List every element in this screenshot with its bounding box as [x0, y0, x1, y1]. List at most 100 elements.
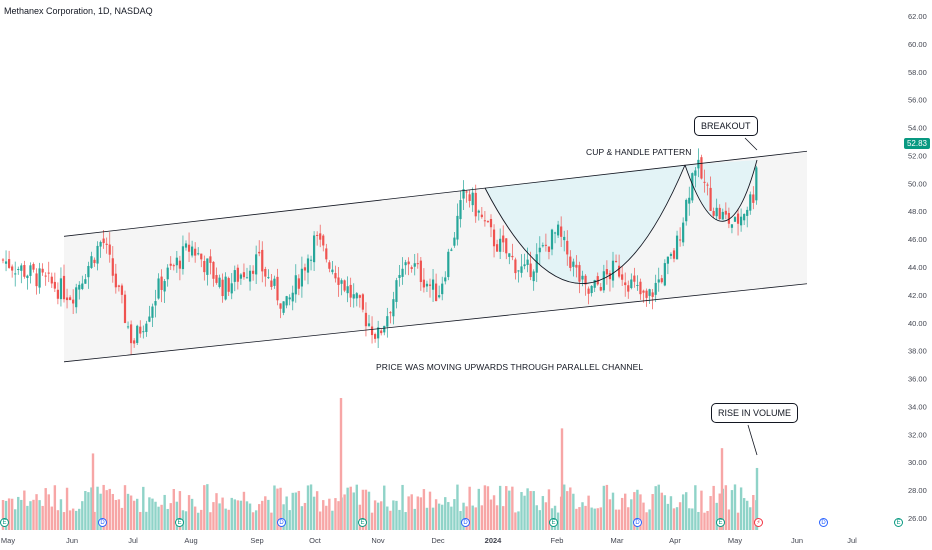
volume-bar: [148, 497, 151, 530]
volume-bar: [681, 494, 685, 530]
volume-bar: [190, 498, 194, 530]
volume-bar: [639, 494, 642, 530]
candle-body: [639, 281, 642, 295]
candle-body: [633, 275, 636, 282]
volume-bar: [572, 493, 575, 530]
volume-bar: [746, 500, 749, 530]
earnings-event-icon[interactable]: E: [716, 518, 725, 527]
candle-body: [410, 267, 413, 269]
volume-bar: [498, 485, 502, 530]
volume-bar: [706, 510, 709, 530]
candle-body: [108, 244, 111, 255]
candle-body: [230, 283, 233, 294]
volume-bar: [297, 490, 301, 530]
volume-bar: [489, 499, 493, 530]
candle-body: [413, 263, 416, 267]
candle-body: [303, 267, 307, 271]
earnings-event-icon[interactable]: E: [358, 518, 367, 527]
volume-bar: [17, 496, 20, 530]
volume-bar: [599, 507, 602, 530]
y-tick-label: 42.00: [908, 291, 927, 300]
candle-body: [383, 325, 386, 333]
volume-bar: [511, 486, 514, 530]
volume-bar: [736, 512, 740, 530]
candle-body: [572, 261, 575, 267]
channel-upper-line: [63, 150, 808, 237]
candle-body: [367, 323, 371, 326]
volume-bar: [96, 486, 99, 530]
volume-bar: [517, 511, 520, 530]
volume-bar: [230, 497, 233, 530]
volume-bar: [90, 487, 93, 530]
candle-body: [32, 264, 35, 270]
candle-body: [105, 243, 108, 245]
volume-bar: [233, 499, 236, 530]
volume-bar: [386, 506, 389, 530]
volume-bar: [367, 491, 371, 530]
volume-bar: [733, 484, 737, 530]
earnings-event-icon[interactable]: E: [175, 518, 184, 527]
volume-bar: [651, 494, 654, 530]
candle-body: [374, 334, 377, 339]
candle-body: [624, 282, 627, 286]
dividend-event-icon[interactable]: D: [277, 518, 286, 527]
candle-body: [187, 244, 191, 252]
volume-bar: [44, 488, 47, 530]
x-tick-label: May: [1, 536, 15, 545]
dividend-event-icon[interactable]: D: [633, 518, 642, 527]
volume-peak-bar: [560, 428, 564, 530]
volume-bar: [294, 492, 297, 530]
volume-bar: [431, 507, 435, 530]
volume-peak-bar: [720, 448, 724, 530]
volume-bar: [441, 504, 444, 530]
volume-bar: [376, 502, 380, 530]
volume-bar: [660, 492, 663, 530]
candle-body: [261, 249, 264, 272]
earnings-event-icon[interactable]: E: [894, 518, 903, 527]
volume-bar: [29, 501, 32, 530]
volume-bar: [401, 484, 404, 530]
earnings-event-icon[interactable]: E: [0, 518, 9, 527]
candle-body: [90, 256, 93, 268]
dividend-event-icon[interactable]: D: [819, 518, 828, 527]
candle-body: [547, 246, 551, 252]
volume-peak-bar: [755, 467, 759, 530]
candle-body: [184, 243, 188, 248]
x-tick-label: Aug: [184, 536, 197, 545]
dividend-event-icon[interactable]: D: [461, 518, 470, 527]
earnings-event-icon[interactable]: E: [549, 518, 558, 527]
volume-bar: [264, 496, 267, 530]
candle-body: [258, 251, 261, 254]
candle-body: [541, 245, 544, 247]
candle-body: [142, 331, 145, 333]
candle-body: [38, 268, 41, 288]
volume-bar: [215, 493, 218, 530]
dividend-event-icon[interactable]: D: [98, 518, 107, 527]
volume-bar: [102, 484, 105, 530]
candle-body: [8, 259, 11, 268]
candle-body: [468, 194, 471, 202]
volume-bar: [633, 492, 636, 530]
candle-body: [398, 275, 401, 278]
volume-bar: [291, 492, 294, 530]
volume-bar: [392, 500, 395, 530]
y-tick-label: 34.00: [908, 402, 927, 411]
volume-bar: [242, 491, 246, 530]
candle-body: [364, 312, 368, 327]
candle-body: [126, 326, 130, 328]
candle-body: [590, 285, 593, 294]
candle-body: [337, 277, 340, 285]
volume-bar: [535, 505, 538, 530]
volume-bar: [349, 486, 352, 530]
breakout-callout: BREAKOUT: [694, 116, 758, 136]
candle-body: [404, 262, 407, 266]
volume-bar: [14, 509, 17, 530]
candle-body: [23, 265, 26, 277]
split-event-icon[interactable]: ⚡: [754, 518, 763, 527]
volume-bar: [236, 500, 240, 530]
volume-bar: [75, 510, 78, 530]
volume-bar: [486, 486, 490, 530]
candle-body: [749, 194, 752, 211]
candle-body: [181, 246, 185, 270]
